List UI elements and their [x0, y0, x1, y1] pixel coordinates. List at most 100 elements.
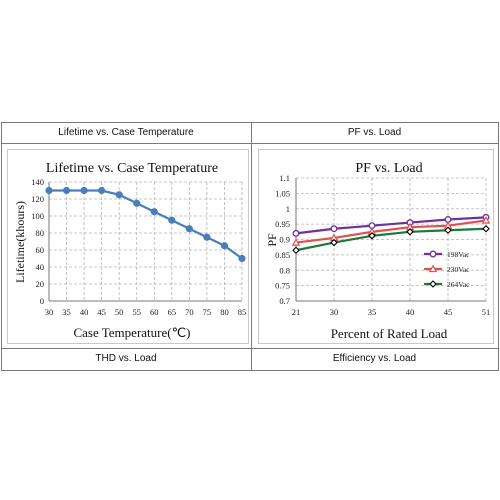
x-tick-label: 35 [62, 307, 71, 317]
table-center-divider [251, 122, 252, 371]
header-efficiency: Efficiency vs. Load [332, 353, 417, 364]
series-230Vac [291, 215, 491, 246]
y-tick-label: 20 [36, 279, 45, 289]
data-point [292, 246, 300, 255]
table-header-divider [1, 143, 499, 144]
chart-title: PF vs. Load [355, 161, 422, 176]
x-tick-label: 60 [150, 307, 159, 317]
data-point [291, 238, 301, 246]
table-top-border [1, 122, 499, 123]
header-pf: PF vs. Load [347, 127, 402, 138]
x-tick-label: 51 [482, 307, 491, 317]
legend-item: 264Vac [424, 280, 470, 289]
data-point [481, 215, 491, 224]
series-198Vac [292, 213, 490, 237]
data-point [168, 216, 176, 224]
pf-chart: PF vs. Load 0.7 0.75 0.8 0.85 0.9 0.95 1 1.05 1.… [265, 161, 491, 341]
x-tick-labels: 30 35 40 45 50 55 60 65 70 75 80 85 [45, 307, 247, 317]
y-tick-label: 0.7 [279, 296, 290, 306]
y-tick-label: 120 [31, 194, 44, 204]
x-tick-label: 80 [220, 307, 229, 317]
series-line [295, 219, 487, 244]
x-axis-label: Percent of Rated Load [331, 326, 448, 341]
data-point [98, 186, 106, 195]
data-point [368, 232, 376, 240]
data-point [428, 264, 438, 273]
y-tick-label: 100 [31, 211, 44, 221]
y-tick-label: 60 [36, 245, 45, 255]
data-point [62, 186, 71, 195]
x-tick-label: 65 [168, 307, 177, 317]
series-line [295, 227, 487, 252]
legend-label: 230Vac [447, 265, 470, 274]
y-tick-labels: 0 20 40 60 80 100 120 140 [31, 177, 44, 306]
y-tick-label: 80 [36, 228, 45, 238]
legend-label: 198Vac [447, 250, 470, 259]
data-point [429, 250, 437, 258]
x-tick-label: 45 [444, 307, 453, 317]
data-point [292, 229, 300, 237]
x-tick-label: 21 [292, 307, 301, 317]
axes [48, 182, 242, 302]
x-tick-label: 75 [203, 307, 212, 317]
x-tick-label: 35 [368, 307, 377, 317]
x-tick-label: 40 [80, 307, 89, 317]
y-tick-label: 40 [36, 262, 45, 272]
y-tick-label: 140 [31, 177, 44, 187]
y-tick-label: 1 [286, 204, 290, 214]
data-point [45, 186, 53, 195]
data-point [482, 224, 490, 233]
x-tick-label: 45 [97, 307, 106, 317]
x-tick-label: 30 [330, 307, 339, 317]
x-axis-label: Case Temperature(℃) [73, 325, 190, 340]
y-axis-label: Lifetime(khours) [13, 201, 27, 283]
data-point [185, 225, 193, 233]
y-tick-label: 0.95 [275, 219, 290, 229]
y-tick-label: 0.85 [275, 250, 290, 260]
data-point [429, 280, 437, 288]
chart-title: Lifetime vs. Case Temperature [46, 161, 218, 176]
pf-chart-frame: PF vs. Load 0.7 0.75 0.8 0.85 0.9 0.95 1 1.05 1.… [258, 149, 494, 344]
table-left-border [1, 122, 2, 371]
table-row-divider [1, 348, 499, 349]
data-point [220, 242, 229, 250]
y-tick-label: 1.1 [279, 173, 290, 183]
legend-item: 198Vac [424, 250, 470, 259]
x-tick-label: 50 [115, 307, 124, 317]
legend-label: 264Vac [447, 280, 470, 289]
y-tick-label: 0.9 [279, 235, 290, 245]
y-tick-label: 1.05 [275, 188, 290, 198]
data-point [444, 226, 452, 235]
data-point [330, 238, 338, 247]
y-axis-label: PF [265, 233, 279, 247]
x-tick-label: 30 [45, 307, 54, 317]
header-thd: THD vs. Load [95, 353, 157, 364]
grid [49, 181, 243, 301]
series [45, 186, 246, 263]
series [291, 213, 491, 255]
data-point [115, 191, 123, 199]
data-point [238, 254, 246, 263]
series-264Vac [292, 224, 490, 255]
data-point [80, 186, 88, 195]
y-tick-label: 0.75 [275, 281, 290, 291]
x-tick-labels: 21 30 35 40 45 51 [292, 307, 491, 317]
x-tick-label: 85 [238, 307, 247, 317]
x-tick-label: 40 [406, 307, 415, 317]
lifetime-chart-frame: Lifetime vs. Case Temperature 0 20 40 60 80 1… [7, 149, 249, 344]
legend: 198Vac 230Vac 264Vac [424, 250, 470, 289]
data-point [406, 228, 414, 236]
header-lifetime: Lifetime vs. Case Temperature [58, 127, 194, 138]
data-point [203, 233, 211, 241]
x-tick-label: 70 [185, 307, 194, 317]
series-line [295, 216, 487, 235]
data-point [133, 199, 141, 207]
y-tick-label: 0 [40, 296, 44, 306]
legend-item: 230Vac [424, 264, 470, 274]
table-right-border [498, 122, 499, 371]
x-tick-label: 55 [132, 307, 141, 317]
data-point [150, 208, 158, 216]
y-tick-label: 0.8 [279, 265, 290, 275]
series-line [49, 189, 243, 260]
y-tick-labels: 0.7 0.75 0.8 0.85 0.9 0.95 1 1.05 1.1 [275, 173, 290, 306]
